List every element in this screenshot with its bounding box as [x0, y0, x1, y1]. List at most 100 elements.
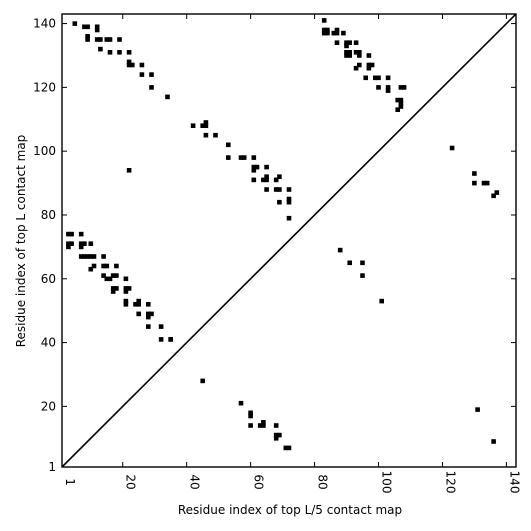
contact-point-upper — [149, 85, 154, 90]
x-tick-label: 120 — [443, 471, 457, 494]
contact-point-upper — [85, 24, 90, 30]
contact-point-upper — [85, 254, 90, 259]
contact-point-upper — [286, 196, 292, 202]
contact-point-upper — [78, 241, 84, 246]
contact-point-lower — [395, 97, 400, 103]
contact-point-lower — [344, 50, 349, 55]
contact-point-lower — [273, 423, 279, 428]
contact-point-upper — [190, 123, 196, 128]
contact-point-lower — [398, 85, 404, 90]
contact-point-lower — [472, 180, 477, 186]
contact-point-lower — [363, 75, 368, 81]
plot-frame — [61, 13, 517, 468]
contact-point-upper — [82, 241, 87, 246]
contact-point-upper — [82, 254, 87, 259]
contact-point-upper — [251, 168, 257, 173]
contact-point-lower — [395, 107, 400, 112]
contact-point-lower — [321, 30, 327, 36]
contact-point-upper — [114, 286, 119, 291]
contact-point-upper — [130, 62, 135, 68]
contact-point-lower — [325, 27, 330, 33]
contact-point-upper — [146, 324, 151, 329]
contact-point-upper — [78, 231, 84, 237]
contact-point-upper — [85, 34, 90, 39]
contact-point-lower — [353, 65, 359, 71]
contact-point-upper — [66, 244, 71, 250]
contact-point-lower — [366, 65, 372, 71]
contact-point-upper — [107, 50, 113, 55]
contact-point-upper — [117, 50, 122, 55]
contact-point-upper — [149, 72, 154, 77]
contact-point-lower — [261, 420, 266, 425]
contact-point-lower — [344, 43, 349, 49]
contact-point-lower — [491, 193, 496, 199]
contact-point-upper — [277, 187, 282, 192]
contact-point-lower — [398, 104, 404, 109]
x-axis: 1 20 40 60 80 100 120 140 — [61, 14, 521, 494]
contact-point-lower — [449, 145, 455, 151]
contact-point-lower — [248, 413, 253, 419]
contact-point-lower — [248, 423, 253, 428]
contact-point-lower — [360, 260, 365, 266]
contact-point-lower — [321, 18, 327, 23]
contact-point-upper — [200, 123, 205, 128]
x-tick-label: 100 — [380, 471, 394, 494]
x-tick-label: 20 — [124, 474, 138, 489]
contact-point-upper — [126, 168, 132, 173]
contact-point-upper — [101, 254, 106, 259]
diagonal-line — [61, 13, 517, 468]
y-axis-label: Residue index of top L contact map — [14, 135, 28, 348]
contact-point-upper — [94, 37, 100, 42]
contact-point-lower — [334, 27, 340, 33]
x-tick-label: 60 — [252, 474, 266, 489]
contact-point-upper — [203, 120, 209, 125]
contact-point-upper — [66, 231, 71, 237]
contact-point-upper — [126, 50, 132, 55]
contact-point-upper — [88, 254, 94, 259]
contact-point-upper — [91, 263, 97, 269]
contact-point-lower — [484, 180, 490, 186]
contact-point-upper — [264, 177, 269, 183]
contact-point-upper — [104, 276, 110, 282]
contact-point-lower — [475, 407, 480, 412]
contact-point-lower — [353, 40, 359, 45]
contact-point-lower — [360, 273, 365, 278]
contact-point-lower — [373, 75, 378, 81]
contact-point-upper — [136, 302, 141, 307]
contact-point-upper — [114, 273, 119, 278]
contact-point-lower — [379, 298, 384, 304]
contact-point-upper — [277, 199, 282, 205]
contact-point-lower — [357, 53, 362, 58]
contact-point-upper — [273, 187, 279, 192]
contact-point-lower — [366, 53, 372, 58]
contact-point-lower — [200, 378, 205, 384]
contact-point-upper — [101, 273, 106, 278]
contact-point-upper — [88, 241, 94, 246]
contact-point-upper — [286, 187, 292, 192]
contact-point-lower — [344, 53, 349, 58]
contact-point-upper — [72, 21, 78, 26]
contact-point-upper — [94, 27, 100, 33]
contact-point-upper — [110, 286, 116, 291]
contact-point-lower — [273, 436, 279, 441]
contact-point-upper — [261, 177, 266, 183]
contact-point-upper — [149, 311, 154, 317]
contact-point-upper — [136, 298, 141, 304]
contact-point-upper — [146, 314, 151, 320]
contact-point-upper — [286, 199, 292, 205]
contact-point-upper — [82, 24, 87, 30]
contact-point-upper — [123, 286, 129, 291]
contact-point-lower — [325, 30, 330, 36]
contact-point-lower — [334, 40, 340, 45]
contact-point-upper — [286, 215, 292, 221]
contact-point-upper — [110, 289, 116, 294]
contact-point-upper — [117, 37, 122, 42]
contact-point-lower — [398, 101, 404, 106]
contact-point-lower — [283, 445, 289, 451]
contact-point-upper — [126, 286, 132, 291]
contact-point-lower — [472, 171, 477, 176]
contact-point-upper — [126, 62, 132, 68]
contact-point-upper — [107, 276, 113, 282]
contact-point-upper — [165, 94, 170, 100]
